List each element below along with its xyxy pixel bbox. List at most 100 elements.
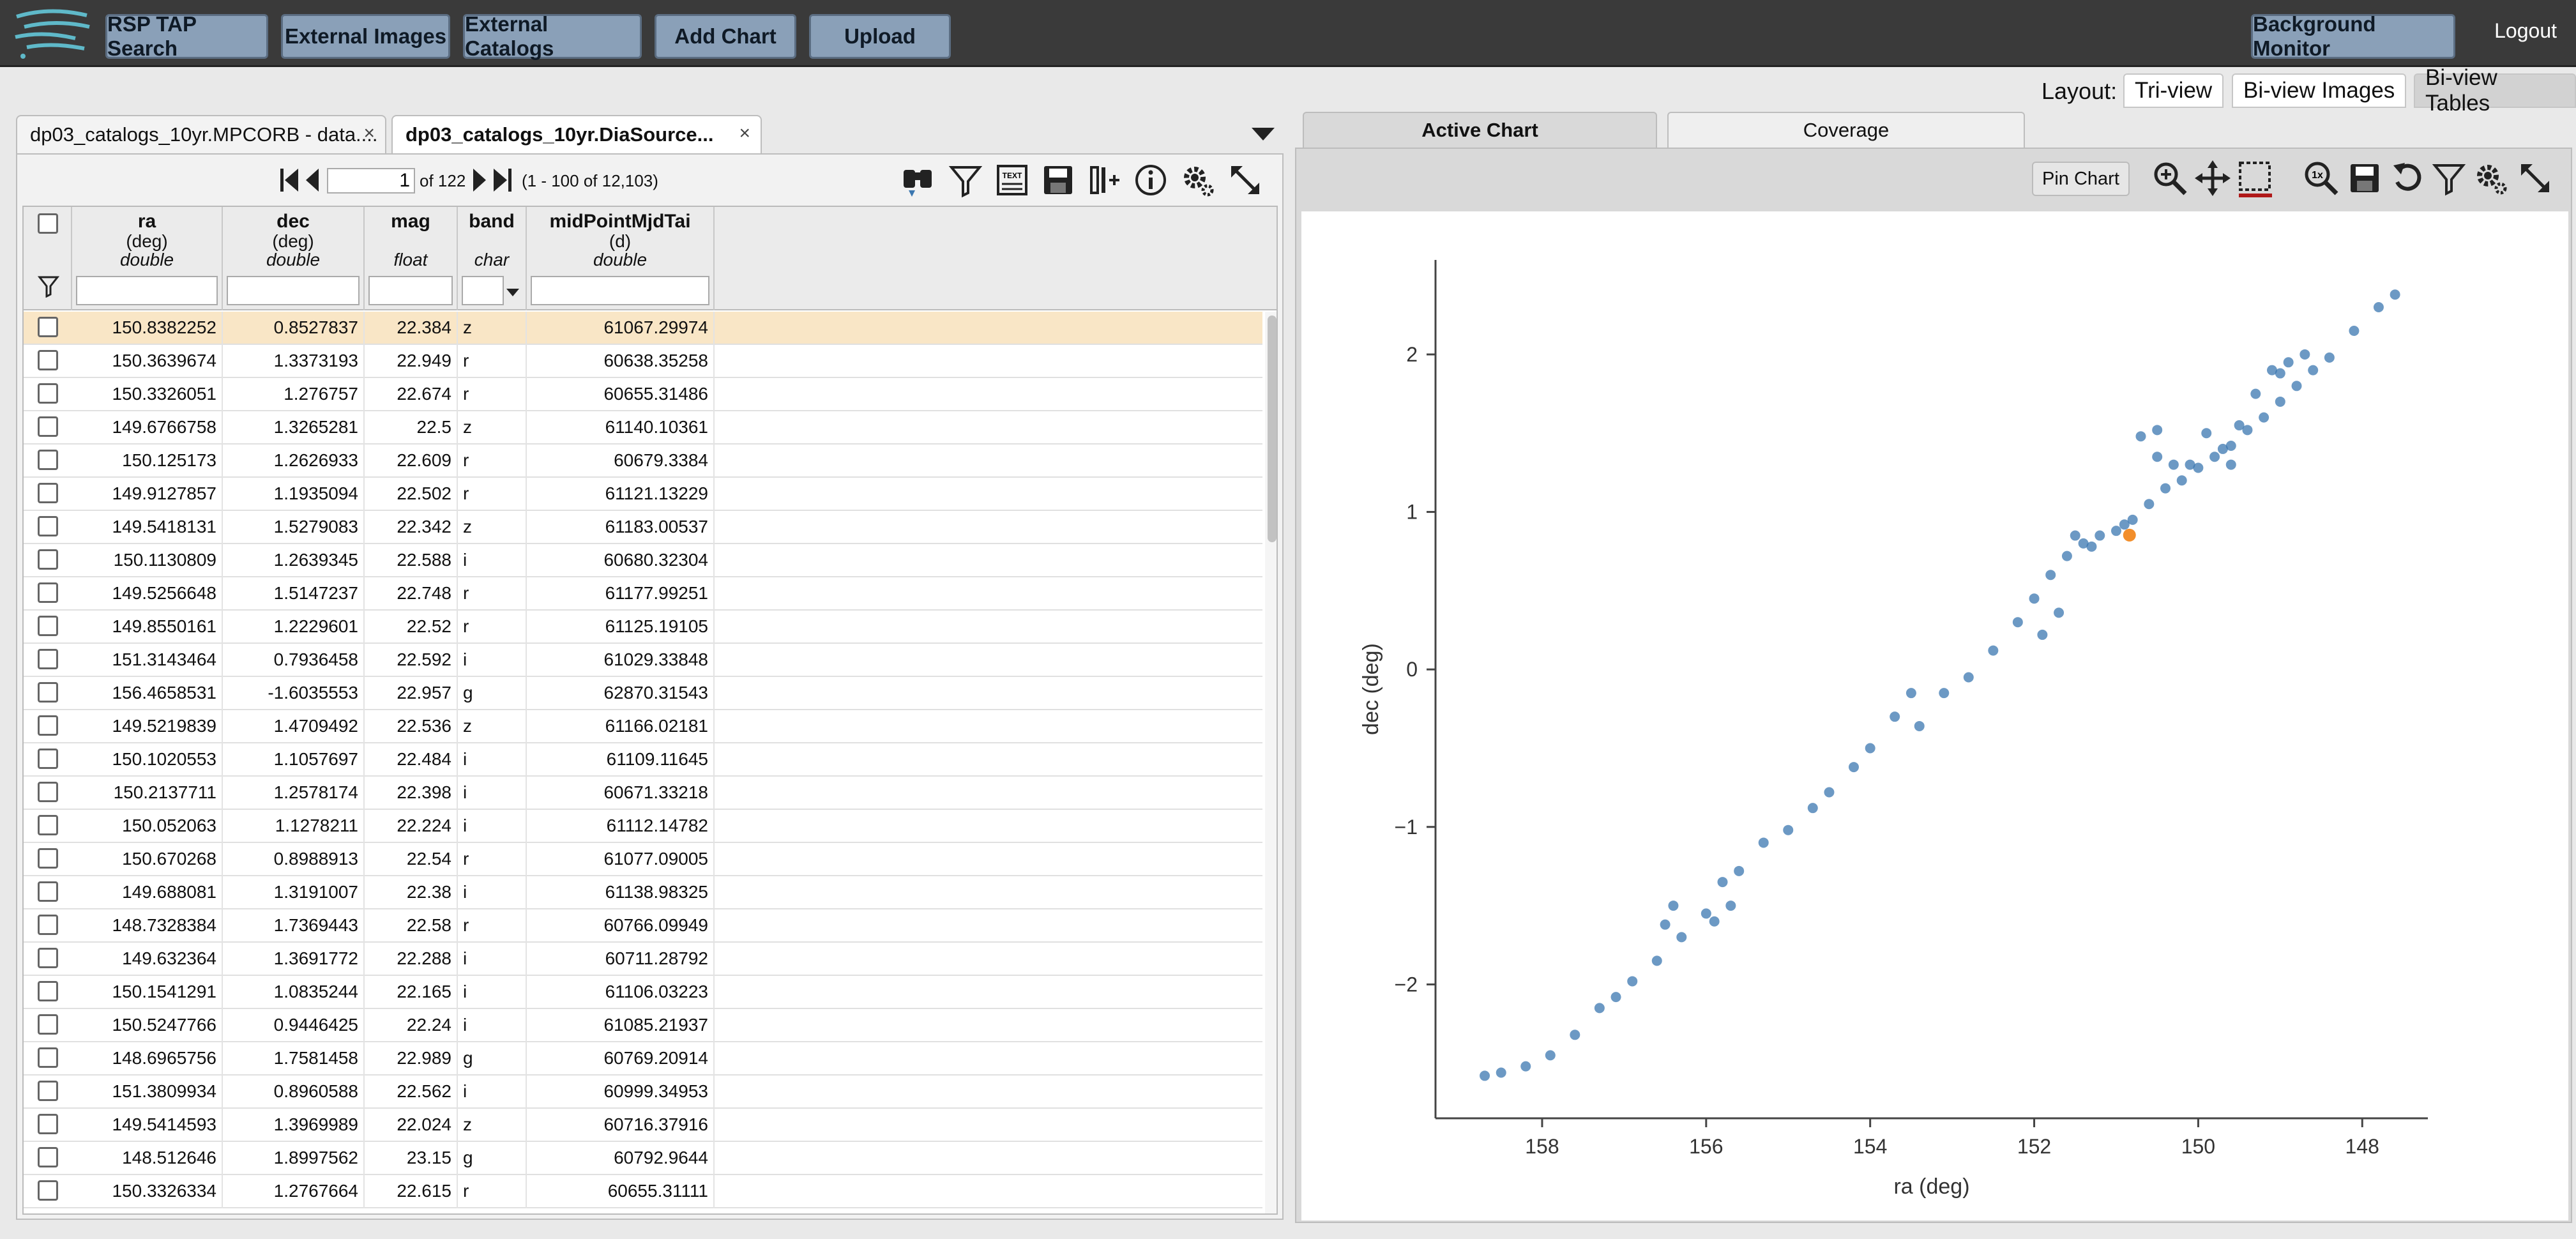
- row-checkbox[interactable]: [38, 1180, 58, 1201]
- layout-bi-view-images[interactable]: Bi-view Images: [2232, 73, 2407, 108]
- midpointmjdtai-filter-input[interactable]: [531, 276, 709, 305]
- table-row[interactable]: 150.8382252 0.8527837 22.384 z 61067.29974: [24, 312, 1262, 345]
- tab-mpcorb[interactable]: dp03_catalogs_10yr.MPCORB - data.... ×: [16, 115, 386, 153]
- table-row[interactable]: 149.9127857 1.1935094 22.502 r 61121.13229: [24, 478, 1262, 511]
- table-row[interactable]: 148.6965756 1.7581458 22.989 g 60769.20914: [24, 1042, 1262, 1076]
- row-checkbox[interactable]: [38, 549, 58, 570]
- row-checkbox[interactable]: [38, 582, 58, 603]
- zoom-reset-icon[interactable]: 1x: [2302, 159, 2340, 199]
- row-checkbox[interactable]: [38, 1047, 58, 1068]
- expand-icon[interactable]: [1226, 161, 1264, 199]
- gear-icon[interactable]: [1178, 161, 1216, 199]
- ra-filter-input[interactable]: [76, 276, 218, 305]
- row-checkbox[interactable]: [38, 1147, 58, 1167]
- scatter-chart[interactable]: 158 156 154 152 150 148 2 1 0 −1 −2 ra (deg) dec (de…: [1301, 211, 2568, 1220]
- column-header-band[interactable]: band char: [458, 207, 527, 310]
- table-scrollbar-thumb[interactable]: [1268, 315, 1277, 542]
- restore-icon[interactable]: [2388, 159, 2427, 199]
- tab-coverage[interactable]: Coverage: [1667, 112, 2025, 148]
- table-row[interactable]: 149.5256648 1.5147237 22.748 r 61177.99251: [24, 577, 1262, 611]
- row-checkbox[interactable]: [38, 848, 58, 869]
- tab-active-chart[interactable]: Active Chart: [1303, 112, 1657, 148]
- table-row[interactable]: 150.3326334 1.2767664 22.615 r 60655.31111: [24, 1175, 1262, 1208]
- tab-list-dropdown-icon[interactable]: [1252, 128, 1275, 141]
- save-icon[interactable]: [1039, 161, 1077, 199]
- table-row[interactable]: 149.5219839 1.4709492 22.536 z 61166.02181: [24, 710, 1262, 743]
- select-box-icon[interactable]: [2236, 159, 2275, 199]
- binoculars-icon[interactable]: [898, 161, 937, 199]
- expand-icon[interactable]: [2516, 159, 2554, 199]
- table-row[interactable]: 150.1130809 1.2639345 22.588 i 60680.32304: [24, 544, 1262, 577]
- row-checkbox[interactable]: [38, 516, 58, 536]
- row-checkbox[interactable]: [38, 1081, 58, 1101]
- row-checkbox[interactable]: [38, 383, 58, 404]
- info-icon[interactable]: [1132, 161, 1170, 199]
- row-checkbox[interactable]: [38, 782, 58, 802]
- row-checkbox[interactable]: [38, 749, 58, 769]
- table-row[interactable]: 150.052063 1.1278211 22.224 i 61112.14782: [24, 810, 1262, 843]
- next-page-icon[interactable]: [472, 167, 487, 193]
- plot-area[interactable]: 158 156 154 152 150 148 2 1 0 −1 −2 ra (deg) dec (de…: [1301, 211, 2568, 1220]
- table-row[interactable]: 150.1541291 1.0835244 22.165 i 61106.03223: [24, 976, 1262, 1009]
- pan-icon[interactable]: [2193, 159, 2232, 199]
- row-checkbox[interactable]: [38, 616, 58, 636]
- filter-icon[interactable]: [2430, 159, 2468, 199]
- table-row[interactable]: 150.670268 0.8988913 22.54 r 61077.09005: [24, 843, 1262, 876]
- first-page-icon[interactable]: [279, 167, 299, 193]
- table-row[interactable]: 149.5418131 1.5279083 22.342 z 61183.00537: [24, 511, 1262, 544]
- table-row[interactable]: 151.3143464 0.7936458 22.592 i 61029.33848: [24, 644, 1262, 677]
- table-row[interactable]: 150.125173 1.2626933 22.609 r 60679.3384: [24, 445, 1262, 478]
- save-icon[interactable]: [2345, 159, 2384, 199]
- row-checkbox[interactable]: [38, 649, 58, 669]
- row-checkbox[interactable]: [38, 1114, 58, 1134]
- row-checkbox[interactable]: [38, 450, 58, 470]
- close-icon[interactable]: ×: [363, 123, 375, 144]
- dec-filter-input[interactable]: [227, 276, 360, 305]
- table-row[interactable]: 149.6766758 1.3265281 22.5 z 61140.10361: [24, 411, 1262, 445]
- row-checkbox[interactable]: [38, 948, 58, 968]
- layout-tri-view[interactable]: Tri-view: [2123, 73, 2224, 108]
- row-checkbox[interactable]: [38, 715, 58, 736]
- close-icon[interactable]: ×: [739, 123, 750, 144]
- column-header-dec[interactable]: dec (deg) double: [223, 207, 365, 310]
- filter-icon[interactable]: [38, 275, 59, 298]
- column-options-icon[interactable]: [1085, 161, 1123, 199]
- row-checkbox[interactable]: [38, 915, 58, 935]
- table-row[interactable]: 150.3326051 1.276757 22.674 r 60655.31486: [24, 378, 1262, 411]
- row-checkbox[interactable]: [38, 350, 58, 370]
- pin-chart-button[interactable]: Pin Chart: [2032, 162, 2130, 196]
- last-page-icon[interactable]: [492, 167, 513, 193]
- band-filter-input[interactable]: [462, 276, 504, 305]
- mag-filter-input[interactable]: [368, 276, 453, 305]
- column-header-ra[interactable]: ra (deg) double: [72, 207, 223, 310]
- table-row[interactable]: 151.3809934 0.8960588 22.562 i 60999.34953: [24, 1076, 1262, 1109]
- select-all-checkbox[interactable]: [38, 213, 58, 234]
- logout-link[interactable]: Logout: [2494, 19, 2557, 42]
- table-row[interactable]: 156.4658531 -1.6035553 22.957 g 62870.31543: [24, 677, 1262, 710]
- table-row[interactable]: 150.3639674 1.3373193 22.949 r 60638.35258: [24, 345, 1262, 378]
- table-row[interactable]: 148.512646 1.8997562 23.15 g 60792.9644: [24, 1142, 1262, 1175]
- table-row[interactable]: 149.688081 1.3191007 22.38 i 61138.98325: [24, 876, 1262, 909]
- table-row[interactable]: 149.5414593 1.3969989 22.024 z 60716.37916: [24, 1109, 1262, 1142]
- row-checkbox[interactable]: [38, 483, 58, 503]
- row-checkbox[interactable]: [38, 981, 58, 1001]
- row-checkbox[interactable]: [38, 682, 58, 703]
- row-checkbox[interactable]: [38, 815, 58, 835]
- external-catalogs-button[interactable]: External Catalogs: [463, 12, 642, 60]
- table-row[interactable]: 150.5247766 0.9446425 22.24 i 61085.21937: [24, 1009, 1262, 1042]
- table-row[interactable]: 150.2137711 1.2578174 22.398 i 60671.33218: [24, 777, 1262, 810]
- gear-icon[interactable]: [2471, 159, 2510, 199]
- table-row[interactable]: 148.7328384 1.7369443 22.58 r 60766.09949: [24, 909, 1262, 943]
- rsp-tap-search-button[interactable]: RSP TAP Search: [105, 12, 268, 60]
- previous-page-icon[interactable]: [305, 167, 320, 193]
- layout-bi-view-tables[interactable]: Bi-view Tables: [2414, 65, 2576, 116]
- row-checkbox[interactable]: [38, 1014, 58, 1035]
- row-checkbox[interactable]: [38, 317, 58, 337]
- external-images-button[interactable]: External Images: [281, 14, 450, 59]
- add-chart-button[interactable]: Add Chart: [655, 14, 796, 59]
- tab-diasource[interactable]: dp03_catalogs_10yr.DiaSource... ×: [391, 115, 762, 153]
- row-checkbox[interactable]: [38, 881, 58, 902]
- background-monitor-button[interactable]: Background Monitor: [2251, 12, 2455, 60]
- table-row[interactable]: 149.8550161 1.2229601 22.52 r 61125.19105: [24, 611, 1262, 644]
- zoom-in-icon[interactable]: [2151, 159, 2189, 199]
